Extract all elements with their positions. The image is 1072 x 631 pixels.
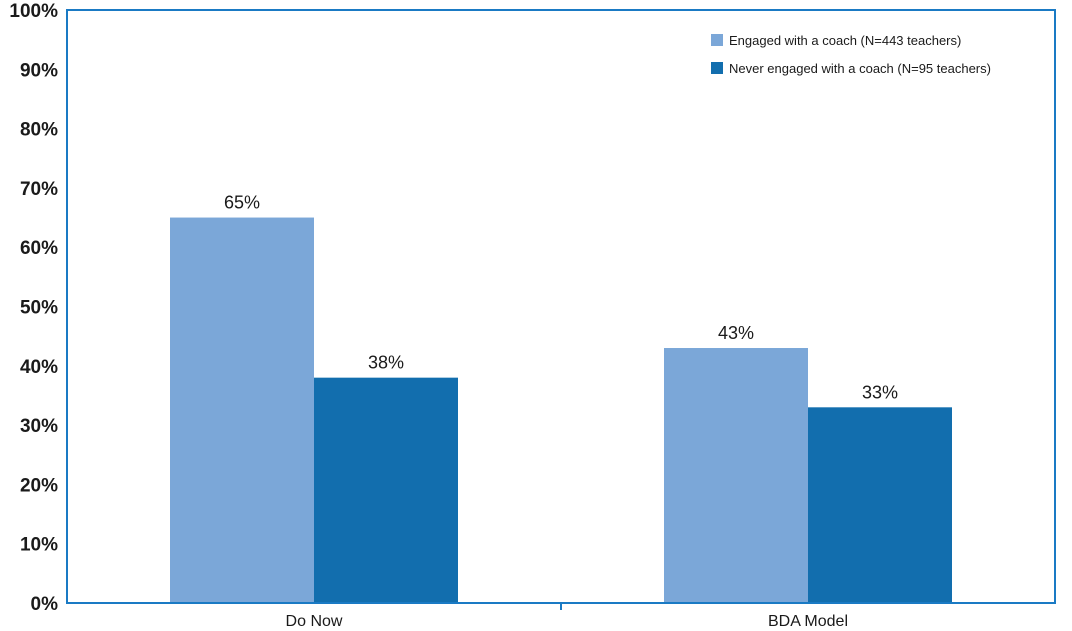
legend-label: Engaged with a coach (N=443 teachers) [729,33,961,48]
bar-bda-model-series-2 [808,407,952,603]
legend-swatch [711,62,723,74]
data-label: 33% [862,382,898,402]
legend: Engaged with a coach (N=443 teachers) Nev… [711,33,991,76]
y-tick-label: 20% [20,475,58,496]
bar-do-now-series-1 [170,217,314,604]
y-tick-label: 30% [20,416,58,437]
legend-swatch [711,34,723,46]
x-tick-label: BDA Model [768,613,848,630]
y-tick-label: 0% [31,594,59,615]
y-tick-label: 10% [20,535,58,556]
bar-bda-model-series-1 [664,348,808,603]
legend-label: Never engaged with a coach (N=95 teacher… [729,61,991,76]
data-label: 43% [718,323,754,343]
data-label: 65% [224,193,260,213]
data-label: 38% [368,353,404,373]
y-tick-label: 80% [20,120,58,141]
x-axis-ticks: Do Now BDA Model [286,613,848,630]
plot-frame [66,9,1056,610]
data-labels: 65% 38% 43% 33% [224,193,898,403]
y-axis-ticks: 0% 10% 20% 30% 40% 50% 60% 70% 80% 90% 100% [9,1,58,615]
y-tick-label: 100% [9,1,58,22]
y-tick-label: 70% [20,179,58,200]
bar-do-now-series-2 [314,377,458,603]
y-tick-label: 50% [20,298,58,319]
x-tick-label: Do Now [286,613,343,630]
y-tick-label: 90% [20,60,58,81]
y-tick-label: 60% [20,238,58,259]
bars [170,217,952,604]
y-tick-label: 40% [20,357,58,378]
